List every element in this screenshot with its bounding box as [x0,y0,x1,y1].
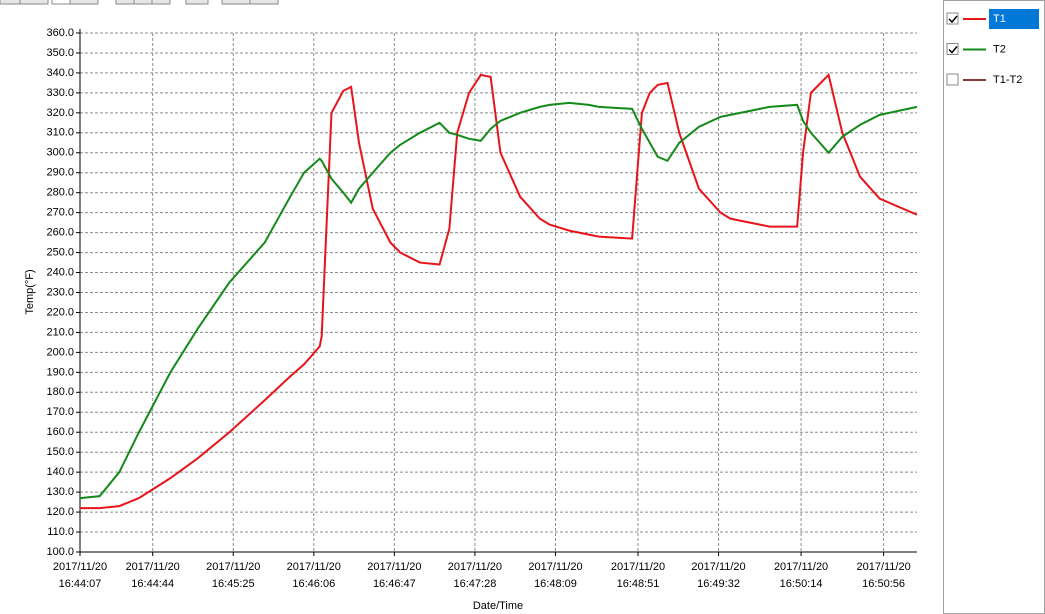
y-tick-label: 290.0 [46,167,74,179]
tool-button[interactable] [133,0,153,5]
x-tick-label: 2017/11/20 16:50:56 [856,561,910,590]
y-tick-label: 270.0 [46,207,74,219]
x-tick-label: 2017/11/20 16:46:47 [367,561,421,590]
legend-checkbox[interactable] [946,73,959,86]
y-tick-label: 130.0 [46,486,74,498]
legend-label[interactable]: T1 [993,13,1006,25]
y-tick-label: 280.0 [46,187,74,199]
toolbar[interactable] [0,0,279,5]
x-tick-label: 2017/11/20 16:49:32 [691,561,745,590]
legend-checkmark [948,46,958,54]
x-tick-label: 2017/11/20 16:48:09 [528,561,582,590]
x-tick-label: 2017/11/20 16:45:25 [206,561,260,590]
y-tick-label: 300.0 [46,147,74,159]
legend-selection [989,9,1039,29]
y-tick-label: 240.0 [46,266,74,278]
tool-button[interactable] [221,0,251,5]
x-tick-label: 2017/11/20 16:44:07 [53,561,107,590]
y-tick-label: 110.0 [47,526,74,538]
data-line [80,72,918,510]
y-tick-label: 360.0 [46,27,74,39]
y-tick-label: 220.0 [46,306,74,318]
y-tick-label: 190.0 [46,366,74,378]
tool-button[interactable] [69,0,99,5]
x-tick-label: 2017/11/20 16:47:28 [448,561,502,590]
y-tick-label: 230.0 [46,286,74,298]
x-tick-label: 2017/11/20 16:48:51 [611,561,665,590]
y-tick-label: 320.0 [46,107,74,119]
y-tick-label: 120.0 [46,506,74,518]
legend-label[interactable]: T2 [993,43,1006,55]
legend-panel [943,0,1045,614]
y-tick-label: 330.0 [46,87,74,99]
y-axis-title: Temp(°F) [24,269,36,314]
y-tick-label: 260.0 [46,227,74,239]
tool-button[interactable] [151,0,171,5]
tool-button[interactable] [51,0,71,5]
y-tick-label: 210.0 [46,326,74,338]
legend-checkbox[interactable] [946,43,959,55]
y-tick-label: 170.0 [46,406,74,418]
y-tick-label: 200.0 [46,346,74,358]
legend-checkmark [948,15,958,24]
tool-button[interactable] [185,0,209,5]
y-tick-label: 150.0 [46,446,74,458]
y-tick-label: 350.0 [46,47,74,59]
tool-button[interactable] [115,0,135,5]
x-tick-label: 2017/11/20 16:44:44 [126,561,180,590]
tool-button[interactable] [249,0,279,5]
tool-button[interactable] [0,0,21,5]
y-tick-label: 100.0 [46,546,74,558]
y-tick-label: 160.0 [46,426,74,438]
y-tick-label: 310.0 [46,127,74,139]
y-tick-label: 140.0 [46,466,74,478]
x-tick-label: 2017/11/20 16:46:06 [287,561,341,590]
x-tick-label: 2017/11/20 16:50:14 [774,561,828,590]
legend-checkbox[interactable] [946,12,959,25]
tool-button[interactable] [19,0,49,5]
y-tick-label: 340.0 [46,67,74,79]
chart-background [0,0,943,614]
data-line [79,101,918,500]
y-tick-label: 180.0 [46,386,74,398]
legend-label[interactable]: T1-T2 [993,74,1022,86]
y-tick-label: 250.0 [46,246,74,258]
x-axis-title: Date/Time [473,600,523,612]
